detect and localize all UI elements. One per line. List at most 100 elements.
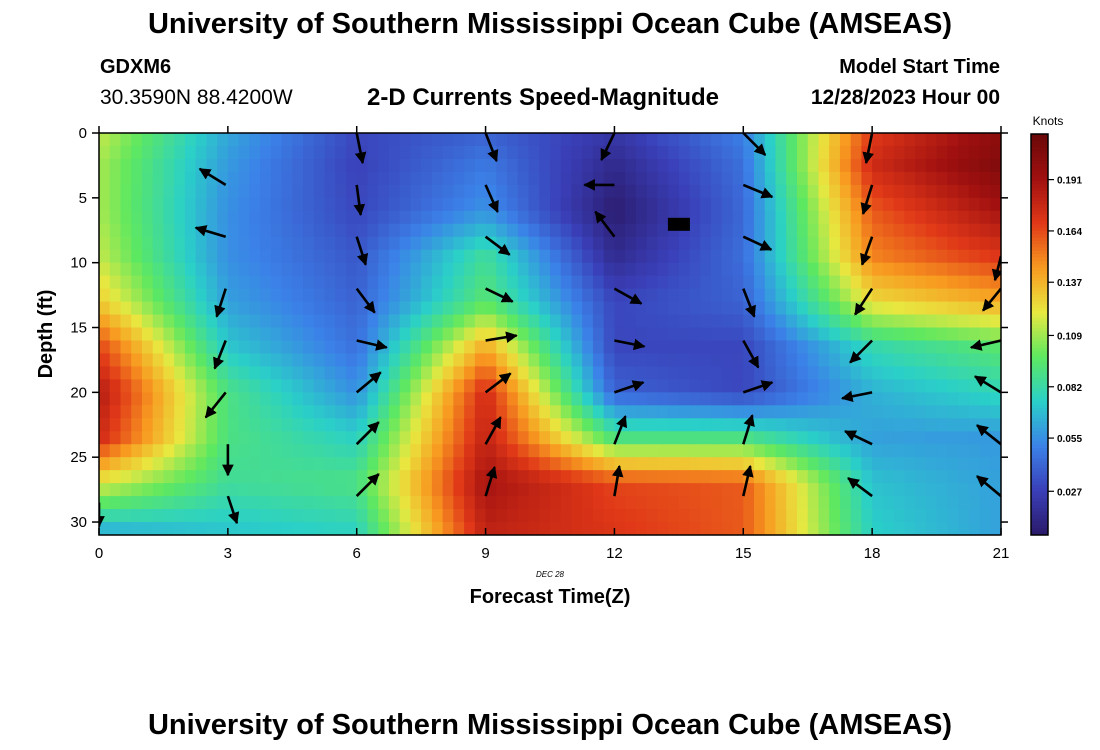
- heatmap-cell: [796, 314, 809, 329]
- heatmap-cell: [217, 366, 229, 380]
- heatmap-cell: [324, 236, 336, 251]
- heatmap-cell: [507, 158, 519, 173]
- heatmap-cell: [958, 457, 970, 471]
- heatmap-cell: [839, 145, 852, 160]
- heatmap-cell: [678, 353, 691, 368]
- heatmap-cell: [367, 133, 379, 147]
- heatmap-cell: [560, 249, 573, 264]
- heatmap-cell: [345, 145, 358, 160]
- heatmap-cell: [152, 145, 165, 160]
- heatmap-cell: [839, 353, 852, 368]
- heatmap-cell: [227, 327, 240, 342]
- heatmap-cell: [345, 509, 358, 523]
- heatmap-cell: [163, 184, 175, 199]
- heatmap-cell: [442, 470, 454, 484]
- heatmap-cell: [968, 275, 981, 290]
- colorbar-segment: [1031, 134, 1048, 138]
- heatmap-cell: [646, 262, 658, 277]
- heatmap-cell: [496, 379, 508, 393]
- heatmap-cell: [925, 444, 938, 458]
- heatmap-cell: [496, 509, 508, 523]
- colorbar-segment: [1031, 351, 1048, 356]
- heatmap-cell: [260, 314, 272, 329]
- heatmap-cell: [968, 418, 981, 432]
- heatmap-cell: [571, 249, 583, 264]
- heatmap-cell: [281, 418, 293, 432]
- heatmap-cell: [979, 405, 991, 419]
- heatmap-cell: [893, 418, 905, 432]
- heatmap-cell: [292, 496, 304, 510]
- heatmap-cell: [872, 366, 884, 380]
- x-axis-label: Forecast Time(Z): [470, 586, 631, 608]
- heatmap-cell: [217, 509, 229, 523]
- current-vector: [485, 331, 518, 343]
- heatmap-cell: [335, 379, 347, 393]
- heatmap-cell: [345, 405, 358, 419]
- colorbar-segment: [1031, 177, 1048, 182]
- colorbar-segment: [1031, 501, 1048, 506]
- heatmap-cell: [958, 210, 970, 225]
- heatmap-cell: [399, 418, 412, 432]
- heatmap-cell: [496, 314, 508, 329]
- heatmap-cell: [861, 509, 873, 523]
- heatmap-cell: [227, 184, 240, 199]
- heatmap-cell: [614, 392, 626, 406]
- heatmap-cell: [582, 444, 594, 458]
- heatmap-cell: [678, 366, 691, 380]
- heatmap-cell: [195, 184, 207, 199]
- heatmap-cell: [700, 392, 712, 406]
- heatmap-cell: [227, 405, 240, 419]
- heatmap-cell: [571, 288, 583, 303]
- heatmap-cell: [120, 210, 132, 225]
- heatmap-cell: [571, 353, 583, 368]
- heatmap-cell: [281, 288, 293, 303]
- heatmap-cell: [732, 366, 744, 380]
- heatmap-cell: [206, 327, 218, 342]
- heatmap-cell: [807, 483, 820, 497]
- current-vector: [484, 184, 499, 213]
- heatmap-cell: [872, 133, 884, 147]
- heatmap-cell: [421, 522, 433, 535]
- heatmap-cell: [507, 444, 519, 458]
- heatmap-cell: [174, 522, 186, 535]
- heatmap-cell: [990, 431, 1001, 445]
- heatmap-cell: [507, 171, 519, 186]
- heatmap-cell: [141, 366, 154, 380]
- heatmap-cell: [968, 444, 981, 458]
- heatmap-cell: [571, 431, 583, 445]
- heatmap-cell: [324, 470, 336, 484]
- heatmap-cell: [635, 340, 648, 355]
- heatmap-cell: [754, 405, 766, 419]
- heatmap-cell: [442, 509, 454, 523]
- heatmap-cell: [195, 340, 207, 355]
- heatmap-cell: [721, 327, 734, 342]
- heatmap-cell: [378, 197, 390, 212]
- heatmap-cell: [689, 145, 701, 160]
- heatmap-cell: [560, 405, 573, 419]
- heatmap-cell: [603, 262, 616, 277]
- heatmap-cell: [249, 262, 261, 277]
- heatmap-cell: [689, 496, 701, 510]
- heatmap-cell: [217, 444, 229, 458]
- heatmap-cell: [453, 223, 465, 238]
- heatmap-cell: [410, 145, 422, 160]
- colorbar-segment: [1031, 384, 1048, 389]
- heatmap-cell: [238, 262, 250, 277]
- heatmap-cell: [603, 327, 616, 342]
- heatmap-cell: [990, 405, 1001, 419]
- heatmap-cell: [625, 444, 637, 458]
- heatmap-cell: [560, 301, 573, 316]
- heatmap-cell: [517, 457, 530, 471]
- heatmap-cell: [485, 340, 497, 355]
- heatmap-cell: [517, 236, 530, 251]
- heatmap-cell: [249, 249, 261, 264]
- heatmap-cell: [453, 418, 465, 432]
- heatmap-cell: [582, 470, 594, 484]
- heatmap-cell: [270, 197, 283, 212]
- heatmap-cell: [764, 327, 777, 342]
- heatmap-cell: [206, 171, 218, 186]
- heatmap-cell: [560, 314, 573, 329]
- heatmap-cell: [990, 483, 1001, 497]
- heatmap-cell: [399, 327, 412, 342]
- heatmap-cell: [507, 249, 519, 264]
